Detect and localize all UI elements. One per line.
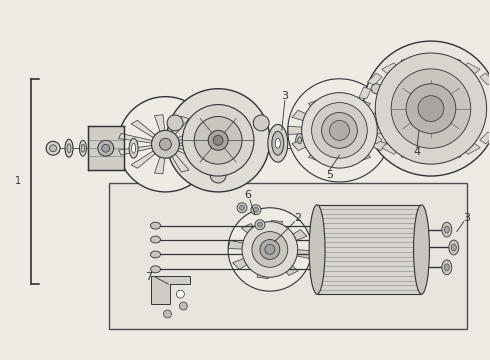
Circle shape bbox=[176, 290, 184, 298]
Circle shape bbox=[164, 310, 171, 318]
Ellipse shape bbox=[449, 240, 459, 255]
Polygon shape bbox=[308, 99, 333, 121]
Polygon shape bbox=[382, 144, 398, 154]
Polygon shape bbox=[233, 253, 260, 269]
Text: 5: 5 bbox=[326, 170, 333, 180]
Ellipse shape bbox=[444, 264, 449, 271]
Circle shape bbox=[46, 141, 60, 155]
Circle shape bbox=[418, 96, 444, 121]
Polygon shape bbox=[353, 134, 387, 150]
Polygon shape bbox=[444, 152, 461, 160]
Ellipse shape bbox=[295, 133, 304, 147]
Polygon shape bbox=[170, 152, 189, 172]
Polygon shape bbox=[170, 116, 189, 137]
Ellipse shape bbox=[272, 131, 284, 155]
Circle shape bbox=[182, 105, 254, 176]
Text: 3: 3 bbox=[463, 213, 470, 223]
Polygon shape bbox=[228, 240, 257, 250]
Circle shape bbox=[167, 89, 270, 192]
Ellipse shape bbox=[444, 226, 449, 233]
Circle shape bbox=[208, 130, 228, 150]
Ellipse shape bbox=[150, 222, 161, 229]
Polygon shape bbox=[464, 63, 480, 73]
Polygon shape bbox=[357, 126, 391, 135]
Circle shape bbox=[49, 145, 56, 152]
Circle shape bbox=[240, 205, 245, 210]
Circle shape bbox=[179, 302, 187, 310]
Ellipse shape bbox=[309, 205, 325, 294]
Circle shape bbox=[159, 138, 171, 150]
Ellipse shape bbox=[414, 205, 429, 294]
Ellipse shape bbox=[298, 137, 302, 144]
Ellipse shape bbox=[442, 222, 452, 237]
Polygon shape bbox=[423, 56, 439, 62]
Polygon shape bbox=[283, 249, 312, 258]
Circle shape bbox=[210, 167, 226, 183]
Circle shape bbox=[381, 84, 391, 94]
Ellipse shape bbox=[268, 125, 288, 162]
Ellipse shape bbox=[132, 143, 136, 153]
Ellipse shape bbox=[81, 144, 85, 152]
Circle shape bbox=[195, 117, 242, 164]
Polygon shape bbox=[333, 142, 346, 164]
Text: 6: 6 bbox=[245, 190, 251, 200]
Ellipse shape bbox=[67, 144, 71, 153]
Ellipse shape bbox=[150, 266, 161, 273]
Polygon shape bbox=[444, 57, 461, 66]
Ellipse shape bbox=[129, 138, 138, 158]
Polygon shape bbox=[119, 134, 153, 143]
Circle shape bbox=[151, 130, 179, 158]
Circle shape bbox=[253, 207, 258, 212]
Polygon shape bbox=[292, 134, 326, 150]
Circle shape bbox=[118, 96, 213, 192]
Circle shape bbox=[288, 79, 391, 182]
Polygon shape bbox=[401, 152, 417, 160]
Circle shape bbox=[102, 144, 110, 152]
Ellipse shape bbox=[451, 244, 456, 251]
Circle shape bbox=[321, 113, 357, 148]
Polygon shape bbox=[464, 144, 480, 154]
Text: 1: 1 bbox=[15, 176, 21, 186]
Text: 4: 4 bbox=[414, 147, 420, 157]
Polygon shape bbox=[88, 126, 123, 170]
Polygon shape bbox=[345, 99, 370, 121]
Polygon shape bbox=[154, 115, 166, 136]
Polygon shape bbox=[176, 148, 208, 162]
Circle shape bbox=[251, 205, 261, 215]
Polygon shape bbox=[359, 87, 371, 99]
Circle shape bbox=[260, 239, 280, 260]
Circle shape bbox=[257, 222, 263, 227]
Ellipse shape bbox=[442, 260, 452, 275]
Circle shape bbox=[391, 69, 471, 148]
Text: 2: 2 bbox=[294, 213, 301, 223]
Polygon shape bbox=[242, 224, 265, 243]
Circle shape bbox=[375, 53, 487, 164]
Circle shape bbox=[167, 115, 183, 131]
Circle shape bbox=[265, 244, 275, 255]
Circle shape bbox=[329, 121, 349, 140]
Polygon shape bbox=[480, 73, 490, 85]
Circle shape bbox=[228, 208, 312, 291]
Polygon shape bbox=[109, 183, 467, 329]
Polygon shape bbox=[480, 132, 490, 144]
Ellipse shape bbox=[79, 140, 86, 156]
Polygon shape bbox=[308, 139, 333, 161]
Circle shape bbox=[253, 115, 269, 131]
Polygon shape bbox=[367, 73, 382, 85]
Polygon shape bbox=[382, 63, 398, 73]
Ellipse shape bbox=[65, 139, 73, 157]
Polygon shape bbox=[131, 120, 158, 139]
Circle shape bbox=[371, 84, 381, 94]
Circle shape bbox=[252, 231, 288, 267]
Polygon shape bbox=[367, 132, 382, 144]
Polygon shape bbox=[401, 57, 417, 66]
Circle shape bbox=[363, 41, 490, 176]
Circle shape bbox=[312, 103, 368, 158]
Circle shape bbox=[255, 220, 265, 230]
Circle shape bbox=[242, 222, 298, 277]
Polygon shape bbox=[288, 126, 322, 135]
Circle shape bbox=[237, 203, 247, 213]
Polygon shape bbox=[270, 220, 283, 240]
Polygon shape bbox=[176, 126, 208, 141]
